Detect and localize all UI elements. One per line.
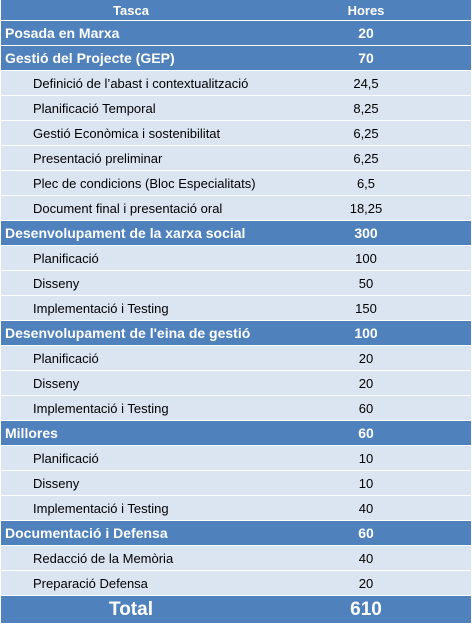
subtask-name: Implementació i Testing — [1, 395, 261, 421]
subtask-hours: 10 — [261, 445, 471, 471]
subtask-row: Planificació Temporal 8,25 — [1, 95, 471, 121]
subtask-hours: 20 — [261, 345, 471, 371]
task-group-name: Documentació i Defensa — [1, 520, 261, 546]
subtask-hours: 40 — [261, 545, 471, 571]
subtask-hours: 40 — [261, 495, 471, 521]
task-group-row: Documentació i Defensa 60 — [1, 520, 471, 546]
subtask-name: Definició de l’abast i contextualització — [1, 70, 261, 96]
subtask-hours: 18,25 — [261, 195, 471, 221]
subtask-hours: 50 — [261, 270, 471, 296]
subtask-hours: 150 — [261, 295, 471, 321]
task-group-hours: 300 — [261, 220, 471, 246]
subtask-name: Planificació — [1, 445, 261, 471]
subtask-row: Disseny 50 — [1, 270, 471, 296]
task-group-hours: 60 — [261, 520, 471, 546]
task-group-name: Millores — [1, 420, 261, 446]
task-group-hours: 20 — [261, 20, 471, 46]
subtask-name: Document final i presentació oral — [1, 195, 261, 221]
subtask-name: Disseny — [1, 370, 261, 396]
subtask-row: Planificació 10 — [1, 445, 471, 471]
subtask-hours: 10 — [261, 470, 471, 496]
total-row: Total 610 — [1, 595, 471, 624]
subtask-name: Planificació — [1, 245, 261, 271]
task-column-header: Tasca — [1, 0, 261, 21]
subtask-row: Implementació i Testing 150 — [1, 295, 471, 321]
task-group-row: Desenvolupament de la xarxa social 300 — [1, 220, 471, 246]
subtask-row: Implementació i Testing 60 — [1, 395, 471, 421]
subtask-name: Redacció de la Memòria — [1, 545, 261, 571]
subtask-hours: 8,25 — [261, 95, 471, 121]
task-group-row: Gestió del Projecte (GEP) 70 — [1, 45, 471, 71]
total-label: Total — [1, 595, 261, 624]
subtask-row: Planificació 20 — [1, 345, 471, 371]
task-group-name: Desenvolupament de la xarxa social — [1, 220, 261, 246]
subtask-name: Plec de condicions (Bloc Especialitats) — [1, 170, 261, 196]
subtask-name: Preparació Defensa — [1, 570, 261, 596]
task-group-name: Desenvolupament de l'eina de gestió — [1, 320, 261, 346]
task-group-name: Gestió del Projecte (GEP) — [1, 45, 261, 71]
subtask-name: Planificació Temporal — [1, 95, 261, 121]
total-value: 610 — [261, 595, 471, 624]
subtask-name: Implementació i Testing — [1, 295, 261, 321]
subtask-row: Gestió Econòmica i sostenibilitat 6,25 — [1, 120, 471, 146]
subtask-hours: 6,5 — [261, 170, 471, 196]
subtask-row: Presentació preliminar 6,25 — [1, 145, 471, 171]
subtask-row: Definició de l’abast i contextualització… — [1, 70, 471, 96]
subtask-row: Document final i presentació oral 18,25 — [1, 195, 471, 221]
hours-table-body: Tasca Hores Posada en Marxa 20 Gestió del … — [1, 0, 471, 596]
subtask-name: Implementació i Testing — [1, 495, 261, 521]
subtask-name: Gestió Econòmica i sostenibilitat — [1, 120, 261, 146]
subtask-hours: 20 — [261, 570, 471, 596]
task-group-row: Millores 60 — [1, 420, 471, 446]
subtask-hours: 24,5 — [261, 70, 471, 96]
subtask-row: Redacció de la Memòria 40 — [1, 545, 471, 571]
subtask-name: Disseny — [1, 470, 261, 496]
subtask-row: Disseny 20 — [1, 370, 471, 396]
subtask-row: Plec de condicions (Bloc Especialitats) 6… — [1, 170, 471, 196]
task-group-name: Posada en Marxa — [1, 20, 261, 46]
subtask-hours: 20 — [261, 370, 471, 396]
subtask-hours: 6,25 — [261, 145, 471, 171]
subtask-row: Planificació 100 — [1, 245, 471, 271]
task-group-hours: 100 — [261, 320, 471, 346]
subtask-name: Planificació — [1, 345, 261, 371]
task-group-row: Posada en Marxa 20 — [1, 20, 471, 46]
subtask-row: Preparació Defensa 20 — [1, 570, 471, 596]
subtask-row: Implementació i Testing 40 — [1, 495, 471, 521]
subtask-name: Disseny — [1, 270, 261, 296]
subtask-hours: 60 — [261, 395, 471, 421]
table-header-row: Tasca Hores — [1, 0, 471, 21]
task-group-hours: 60 — [261, 420, 471, 446]
subtask-name: Presentació preliminar — [1, 145, 261, 171]
hours-column-header: Hores — [261, 0, 471, 21]
task-group-row: Desenvolupament de l'eina de gestió 100 — [1, 320, 471, 346]
subtask-row: Disseny 10 — [1, 470, 471, 496]
subtask-hours: 100 — [261, 245, 471, 271]
task-group-hours: 70 — [261, 45, 471, 71]
subtask-hours: 6,25 — [261, 120, 471, 146]
